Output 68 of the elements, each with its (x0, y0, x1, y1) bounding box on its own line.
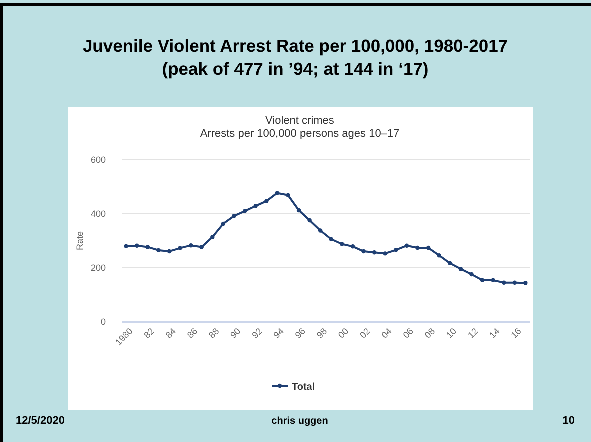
x-tick-label: 90 (228, 326, 243, 340)
point (221, 222, 226, 226)
point (200, 245, 204, 250)
y-tick-label: 0 (100, 316, 106, 327)
point (264, 199, 269, 204)
y-tick-label: 200 (90, 262, 106, 273)
point (491, 278, 496, 283)
point (210, 235, 215, 240)
point (146, 245, 150, 250)
point (318, 228, 323, 233)
point (254, 204, 258, 208)
x-tick-label: 04 (380, 326, 394, 340)
x-tick-label: 92 (250, 326, 264, 340)
point (426, 246, 431, 250)
point (416, 246, 420, 250)
point (308, 218, 312, 223)
point (362, 249, 366, 254)
point (437, 253, 442, 258)
y-axis-title: Rate (75, 231, 85, 251)
point (470, 272, 474, 277)
point (394, 248, 398, 252)
text: chris uggen (272, 416, 328, 427)
x-tick-label: 16 (509, 326, 524, 340)
y-tick-label: 600 (90, 154, 106, 165)
point (232, 214, 236, 218)
legend-label: Total (292, 382, 316, 393)
x-tick-label: 84 (164, 326, 178, 340)
point (275, 191, 280, 196)
text: 12/5/2020 (16, 415, 65, 427)
x-tick-label: 12 (466, 326, 480, 340)
point (383, 252, 388, 256)
point (372, 250, 377, 255)
point (296, 208, 302, 213)
point (124, 244, 128, 249)
point (458, 266, 464, 272)
point (480, 278, 485, 283)
point (350, 244, 356, 249)
x-tick-label: 06 (401, 326, 416, 340)
x-tick-label: 94 (272, 326, 286, 340)
x-tick-label: 98 (314, 326, 330, 340)
text: Arrests per 100,000 persons ages 10–17 (200, 128, 400, 140)
point (188, 243, 194, 248)
point (178, 246, 182, 250)
x-tick-label: 96 (293, 326, 308, 340)
x-tick-label: 88 (207, 326, 222, 340)
chart-title: Juvenile Violent Arrest Rate per 100,000, 1980-2017 (peak of 477 in ’94; at 144 in ‘17) (82, 36, 508, 79)
point (167, 249, 172, 254)
x-tick-label: 82 (142, 326, 156, 340)
y-tick-label: 400 (90, 208, 106, 219)
point (242, 209, 248, 214)
point (448, 261, 452, 266)
x-tick-label: 08 (422, 326, 438, 340)
point (404, 244, 410, 248)
point (512, 280, 517, 285)
x-tick-label: 00 (336, 326, 351, 340)
x-tick-label: 14 (488, 326, 502, 340)
point (524, 281, 528, 286)
point (502, 280, 506, 285)
x-tick-label: 10 (444, 326, 459, 340)
x-tick-label: 86 (185, 326, 200, 340)
point (156, 248, 161, 253)
chart-subtitle: Violent crimes (266, 115, 335, 127)
text: 10 (562, 415, 575, 427)
point (340, 242, 344, 246)
point (135, 244, 140, 248)
point (329, 237, 334, 242)
x-tick-label: 02 (358, 326, 372, 340)
point (286, 193, 290, 198)
